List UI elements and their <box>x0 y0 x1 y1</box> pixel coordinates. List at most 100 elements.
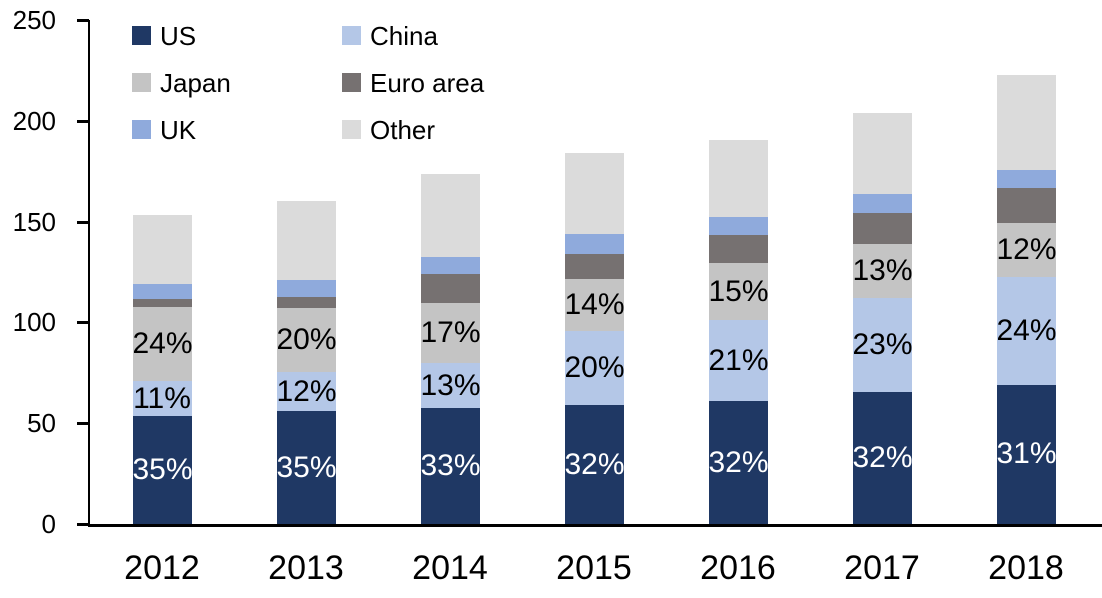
bar-segment-japan: 20% <box>276 307 337 373</box>
bar-segment-us: 35% <box>132 415 193 524</box>
legend-swatch <box>132 120 151 139</box>
bar-segment-uk <box>852 194 912 213</box>
bar-segment-label: 12% <box>276 374 337 408</box>
legend-swatch <box>342 26 361 45</box>
legend-swatch <box>342 73 361 92</box>
legend-item-china: China <box>342 23 484 49</box>
legend-label: US <box>160 20 197 51</box>
legend-label: China <box>370 20 438 51</box>
bar-segment-other <box>996 75 1056 170</box>
bar-segment-uk <box>996 169 1056 188</box>
x-axis-category-label: 2014 <box>412 549 488 587</box>
y-axis-tick-label: 0 <box>41 509 56 539</box>
bar-segment-china: 12% <box>276 372 337 412</box>
legend-label: Euro area <box>370 67 485 98</box>
bar-segment-japan: 15% <box>708 262 769 321</box>
bar-segment-label: 13% <box>852 254 913 288</box>
x-axis-category-label: 2016 <box>700 549 776 587</box>
bar-segment-label: 31% <box>996 437 1057 471</box>
bar-segment-label: 14% <box>564 288 625 322</box>
bar-segment-euro-area <box>852 212 912 245</box>
legend-item-us: US <box>132 23 342 49</box>
bar-segment-label: 21% <box>708 343 769 377</box>
y-axis-tick-label: 250 <box>12 5 56 35</box>
bar-segment-us: 32% <box>564 405 625 524</box>
legend-item-japan: Japan <box>132 70 342 96</box>
bar-segment-uk <box>564 234 624 254</box>
bar-segment-uk <box>276 280 336 297</box>
bar-segment-label: 24% <box>996 314 1057 348</box>
bar-segment-us: 32% <box>708 401 769 524</box>
bar-segment-china: 24% <box>996 277 1057 385</box>
bar-segment-label: 32% <box>564 447 625 481</box>
x-axis-category-label: 2013 <box>268 549 344 587</box>
y-axis-line <box>88 20 90 527</box>
bar-segment-us: 31% <box>996 384 1057 524</box>
y-axis-tick <box>77 220 89 224</box>
legend-item-other: Other <box>342 117 484 143</box>
bar-segment-china: 11% <box>132 381 192 416</box>
bar-segment-china: 21% <box>708 320 769 401</box>
y-axis-tick-label: 200 <box>12 105 56 136</box>
bar-segment-label: 12% <box>996 233 1057 267</box>
bar-segment-uk <box>708 216 768 236</box>
bar-segment-us: 35% <box>276 411 337 524</box>
legend-swatch <box>342 120 361 139</box>
y-axis-tick <box>77 422 89 426</box>
bar-segment-us: 32% <box>852 392 913 524</box>
bar-segment-label: 13% <box>420 368 481 402</box>
y-axis-tick <box>77 321 89 325</box>
bar-segment-japan: 24% <box>132 307 193 382</box>
bar-segment-euro-area <box>708 235 768 263</box>
legend-item-uk: UK <box>132 117 342 143</box>
bar-segment-label: 32% <box>708 445 769 479</box>
x-axis-category-label: 2018 <box>988 549 1064 587</box>
bar-segment-euro-area <box>276 296 336 308</box>
x-axis-line <box>88 524 1102 527</box>
y-axis-tick <box>77 523 89 526</box>
legend-label: Other <box>370 114 436 145</box>
bar-segment-label: 32% <box>852 441 913 475</box>
bar-segment-china: 13% <box>420 362 481 409</box>
x-axis-category-label: 2017 <box>844 549 920 587</box>
bar-segment-other <box>852 112 912 195</box>
bar-segment-other <box>276 201 336 281</box>
bar-segment-japan: 14% <box>564 279 625 332</box>
bar-segment-label: 35% <box>132 452 193 486</box>
bar-segment-uk <box>132 284 192 300</box>
bar-segment-euro-area <box>420 274 480 304</box>
bar-segment-label: 17% <box>420 316 481 350</box>
bar-segment-uk <box>420 256 480 274</box>
y-axis-tick-label: 100 <box>12 307 56 338</box>
bar-segment-euro-area <box>132 299 192 308</box>
bar-segment-label: 24% <box>132 327 193 361</box>
bar-segment-other <box>708 139 768 217</box>
bar-segment-label: 20% <box>564 351 625 385</box>
bar-segment-label: 20% <box>276 323 337 357</box>
legend-label: UK <box>160 114 197 145</box>
bar-segment-japan: 12% <box>996 223 1057 278</box>
bar-segment-euro-area <box>564 253 624 280</box>
bar-segment-label: 35% <box>276 450 337 484</box>
bar-segment-euro-area <box>996 187 1056 224</box>
legend-swatch <box>132 26 151 45</box>
bar-segment-label: 15% <box>708 274 769 308</box>
bar-segment-other <box>420 174 480 257</box>
bar-segment-japan: 13% <box>852 244 913 298</box>
bar-segment-label: 23% <box>852 328 913 362</box>
bar-segment-us: 33% <box>420 408 481 524</box>
bar-segment-label: 11% <box>133 381 191 415</box>
legend-item-euro-area: Euro area <box>342 70 484 96</box>
bar-segment-label: 33% <box>420 449 481 483</box>
legend-label: Japan <box>160 67 231 98</box>
bar-segment-china: 23% <box>852 297 913 393</box>
x-axis-category-label: 2015 <box>556 549 632 587</box>
y-axis-tick-label: 150 <box>12 206 56 237</box>
bar-segment-china: 20% <box>564 331 625 406</box>
bar-segment-other <box>564 153 624 235</box>
y-axis-tick <box>77 19 89 22</box>
bar-segment-japan: 17% <box>420 303 481 363</box>
y-axis-tick <box>77 119 89 123</box>
legend: US China Japan Euro area UK Other <box>132 23 484 143</box>
